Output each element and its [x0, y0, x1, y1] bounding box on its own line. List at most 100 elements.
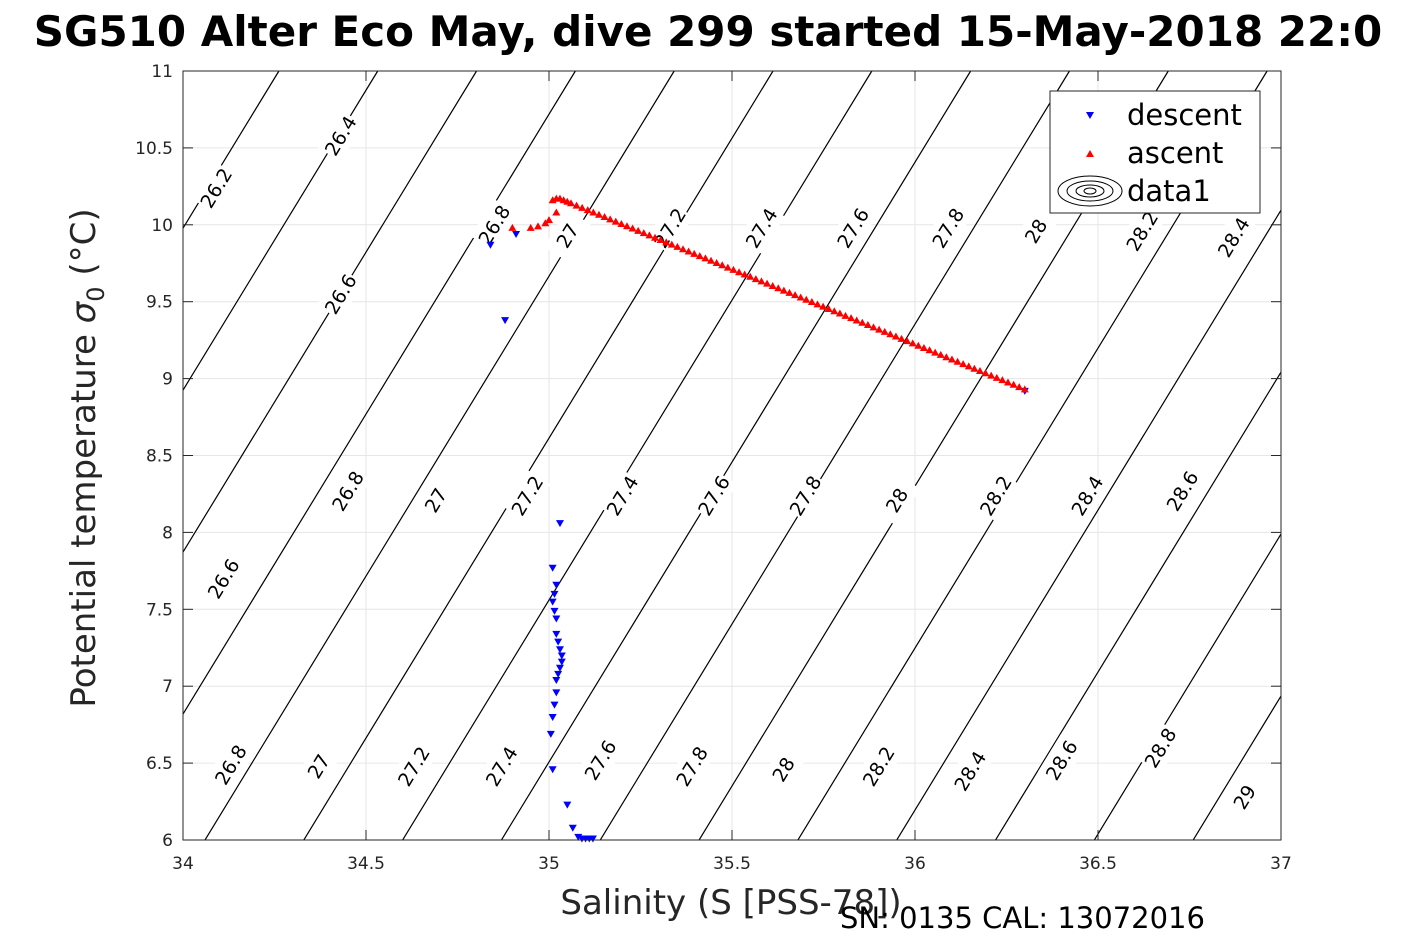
- contour-label-bg: [412, 474, 459, 527]
- ascent-point: [964, 362, 973, 370]
- ascent-point: [880, 327, 889, 335]
- contour-label-bg: [759, 743, 807, 796]
- descent-point: [588, 835, 597, 843]
- ascent-point: [914, 341, 923, 349]
- y-tick-label: 9: [162, 370, 173, 390]
- legend-ascent-marker: [1086, 150, 1094, 157]
- isopycnal-line: [500, 70, 972, 841]
- ascent-point: [594, 210, 603, 218]
- contour-label-bg: [829, 201, 877, 254]
- ascent-point: [869, 323, 878, 331]
- descent-point: [486, 241, 495, 249]
- ascent-point: [953, 357, 962, 365]
- contour-label-bg: [946, 744, 994, 797]
- descent-point: [555, 520, 564, 528]
- legend-descent-marker: [1086, 112, 1094, 119]
- ascent-point: [981, 369, 990, 377]
- ascent-point: [662, 238, 671, 246]
- x-tick-label: 37: [1270, 854, 1292, 874]
- ascent-point: [684, 247, 693, 255]
- ascent-point: [508, 223, 517, 231]
- y-tick-label: 7: [162, 677, 173, 697]
- descent-point: [548, 598, 557, 606]
- contour-label-bg: [199, 552, 247, 605]
- y-tick-label: 10: [151, 216, 173, 236]
- descent-point: [552, 689, 561, 697]
- descent-point: [548, 564, 557, 572]
- ascent-point: [578, 203, 587, 211]
- ascent-point: [908, 339, 917, 347]
- contour-label-bg: [192, 161, 240, 214]
- contour-label-bg: [503, 469, 551, 522]
- isopycnal-line: [204, 70, 675, 841]
- ascent-point: [863, 321, 872, 329]
- ascent-point: [735, 268, 744, 276]
- ascent-point: [606, 215, 615, 223]
- y-tick-label: 10.5: [135, 139, 173, 159]
- ascent-point: [936, 350, 945, 358]
- descent-point: [563, 801, 572, 809]
- chart-title: SG510 Alter Eco May, dive 299 started 15…: [34, 7, 1383, 56]
- ascent-point: [712, 259, 721, 267]
- ascent-point: [572, 201, 581, 209]
- isopycnal-line: [599, 70, 1070, 841]
- ascent-point: [813, 300, 822, 308]
- y-tick-label: 11: [151, 62, 173, 82]
- ascent-point: [600, 213, 609, 221]
- ascent-point: [534, 222, 543, 230]
- y-tick-label: 6: [162, 831, 173, 851]
- legend-descent-label: descent: [1127, 98, 1242, 132]
- contour-label-bg: [737, 201, 785, 254]
- ascent-point: [841, 311, 850, 319]
- ascent-point: [552, 208, 561, 216]
- ascent-point: [835, 309, 844, 317]
- ascent-point: [701, 254, 710, 262]
- ascent-point: [634, 226, 643, 234]
- ascent-point: [667, 240, 676, 248]
- ascent-point: [992, 373, 1001, 381]
- contour-label-bg: [470, 198, 518, 251]
- ascent-point: [751, 275, 760, 283]
- ascent-point: [1009, 380, 1018, 388]
- ascent-point: [746, 272, 755, 280]
- ascent-point: [1003, 378, 1012, 386]
- ascent-point: [729, 265, 738, 273]
- ascent-point: [628, 224, 637, 232]
- contour-label-bg: [1210, 211, 1257, 264]
- ascent-point: [830, 307, 839, 315]
- contour-label-bg: [324, 464, 372, 517]
- x-tick-label: 36: [904, 854, 926, 874]
- contour-label-bg: [972, 469, 1019, 522]
- descent-point: [552, 615, 561, 623]
- ascent-point: [690, 249, 699, 257]
- descent-point: [548, 713, 557, 721]
- contour-label-bg: [295, 740, 342, 793]
- contour-label-bg: [207, 738, 254, 791]
- ascent-point: [970, 364, 979, 372]
- contour-label-bg: [543, 209, 591, 262]
- ascent-point: [987, 371, 996, 379]
- ascent-point: [819, 302, 828, 310]
- descent-point: [557, 652, 566, 660]
- ascent-point: [718, 261, 727, 269]
- contour-label-bg: [1063, 469, 1111, 522]
- ascent-point: [897, 334, 906, 342]
- ascent-point: [589, 208, 598, 216]
- ascent-point: [847, 314, 856, 322]
- ascent-point: [695, 252, 704, 260]
- ascent-point: [807, 298, 816, 306]
- legend-data1-label: data1: [1127, 174, 1211, 208]
- ascent-point: [875, 325, 884, 333]
- x-tick-label: 34: [172, 854, 194, 874]
- x-axis-label: Salinity (S [PSS-78]): [560, 883, 901, 923]
- contour-label-bg: [598, 469, 646, 522]
- isopycnal-line: [1093, 533, 1282, 841]
- ascent-point: [903, 337, 912, 345]
- descent-point: [554, 670, 563, 678]
- ascent-point: [959, 360, 968, 368]
- descent-point: [568, 824, 577, 832]
- legend: descent ascent data1: [1049, 90, 1261, 214]
- ascent-point: [925, 346, 934, 354]
- ascent-point: [679, 245, 688, 253]
